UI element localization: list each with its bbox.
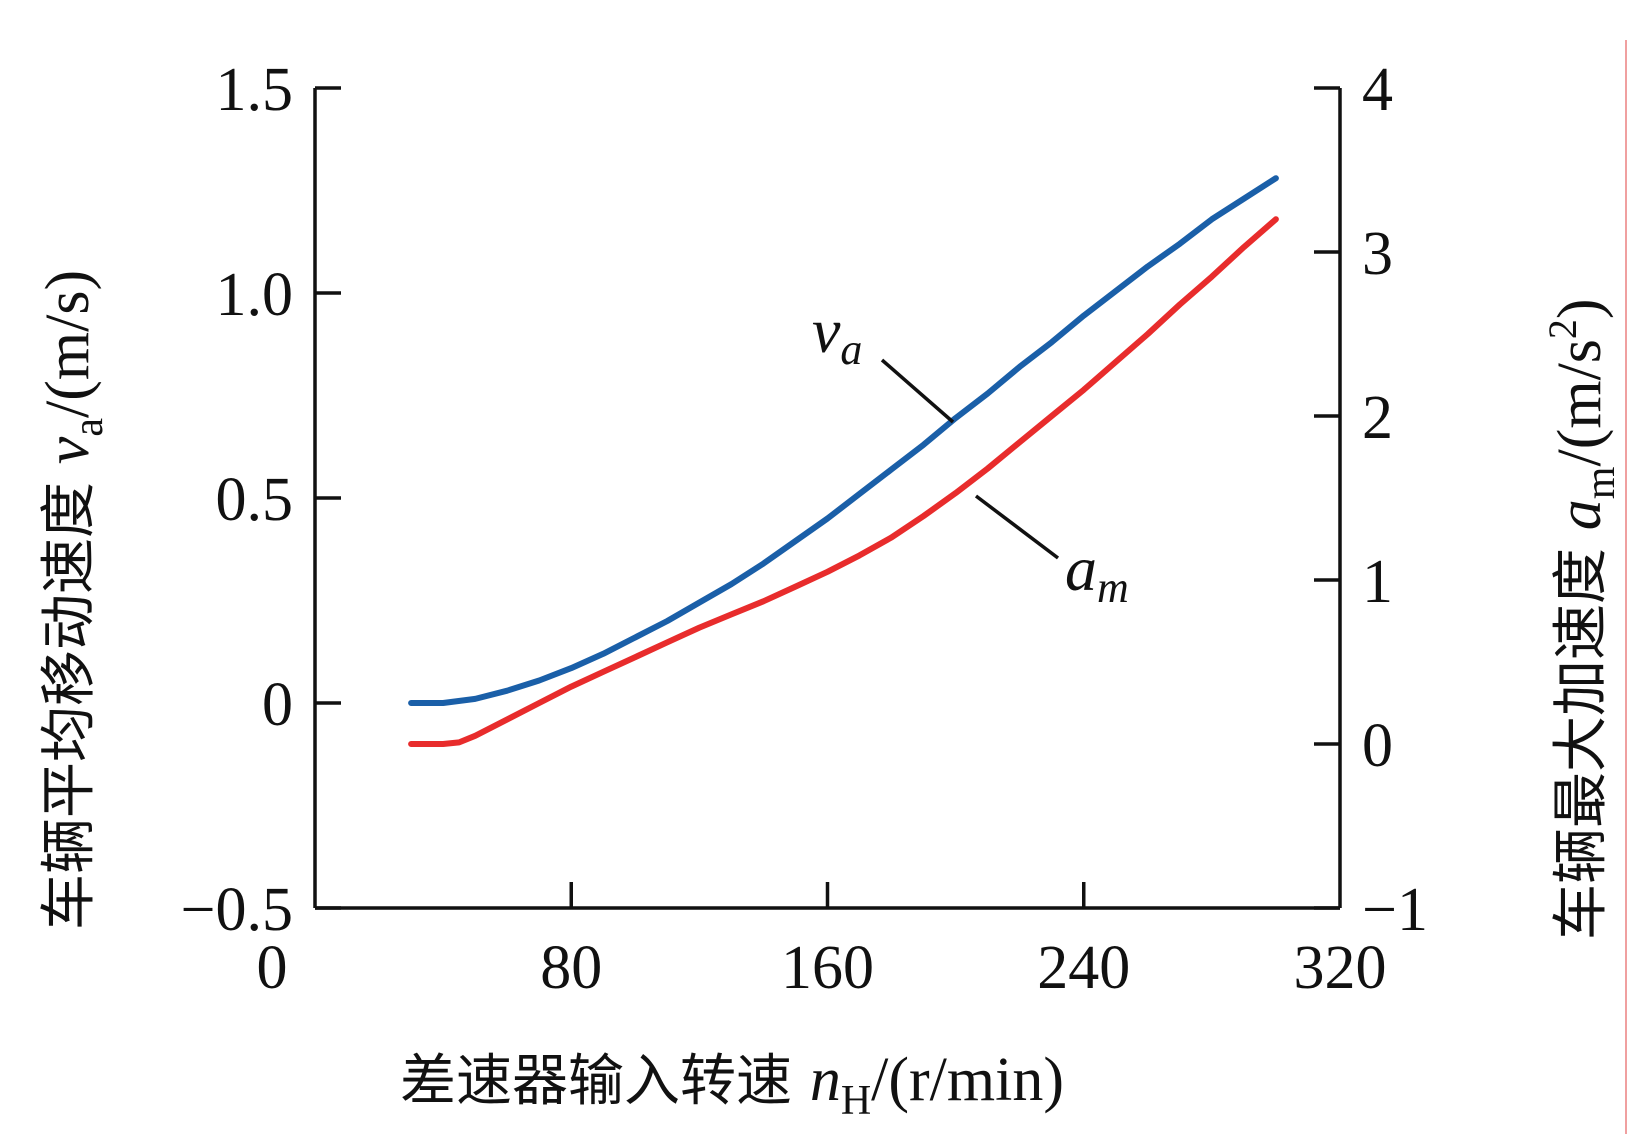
- y-right-axis-title: 车辆最大加速度 am/(m/s2): [1540, 298, 1624, 940]
- am-label: am: [1065, 533, 1129, 612]
- y-left-tick-label: −0.5: [181, 876, 293, 944]
- y-right-tick-label: 0: [1362, 712, 1393, 780]
- y-left-tick-label: 1.5: [216, 56, 294, 124]
- y-left-axis-title: 车辆平均移动速度 va/(m/s): [34, 270, 112, 930]
- series-line-va: [408, 175, 1279, 706]
- y-right-tick-label: 2: [1362, 384, 1393, 452]
- series-label-va: va: [812, 295, 955, 424]
- y-right-tick-label: 4: [1362, 56, 1393, 124]
- x-tick-label: 0: [257, 934, 288, 1002]
- series-label-am: am: [974, 494, 1129, 612]
- chart-series: [408, 175, 1279, 747]
- y-left-tick-label: 0.5: [216, 466, 294, 534]
- y-right-tick-label: 3: [1362, 220, 1393, 288]
- y-right-tick-label: −1: [1362, 876, 1428, 944]
- y-left-tick-label: 1.0: [216, 261, 294, 329]
- y-left-tick-label: 0: [262, 671, 293, 739]
- series-line-am: [408, 216, 1279, 747]
- am-leader-line: [974, 494, 1060, 560]
- x-tick-label: 160: [781, 934, 874, 1002]
- chart-axes: [313, 88, 1342, 910]
- va-label: va: [812, 295, 862, 374]
- x-tick-label: 320: [1294, 934, 1387, 1002]
- y-right-tick-label: 1: [1362, 548, 1393, 616]
- x-tick-label: 240: [1037, 934, 1130, 1002]
- x-tick-label: 80: [540, 934, 602, 1002]
- x-axis-title: 差速器输入转速 nH/(r/min): [400, 1046, 1064, 1124]
- va-leader-line: [880, 358, 955, 424]
